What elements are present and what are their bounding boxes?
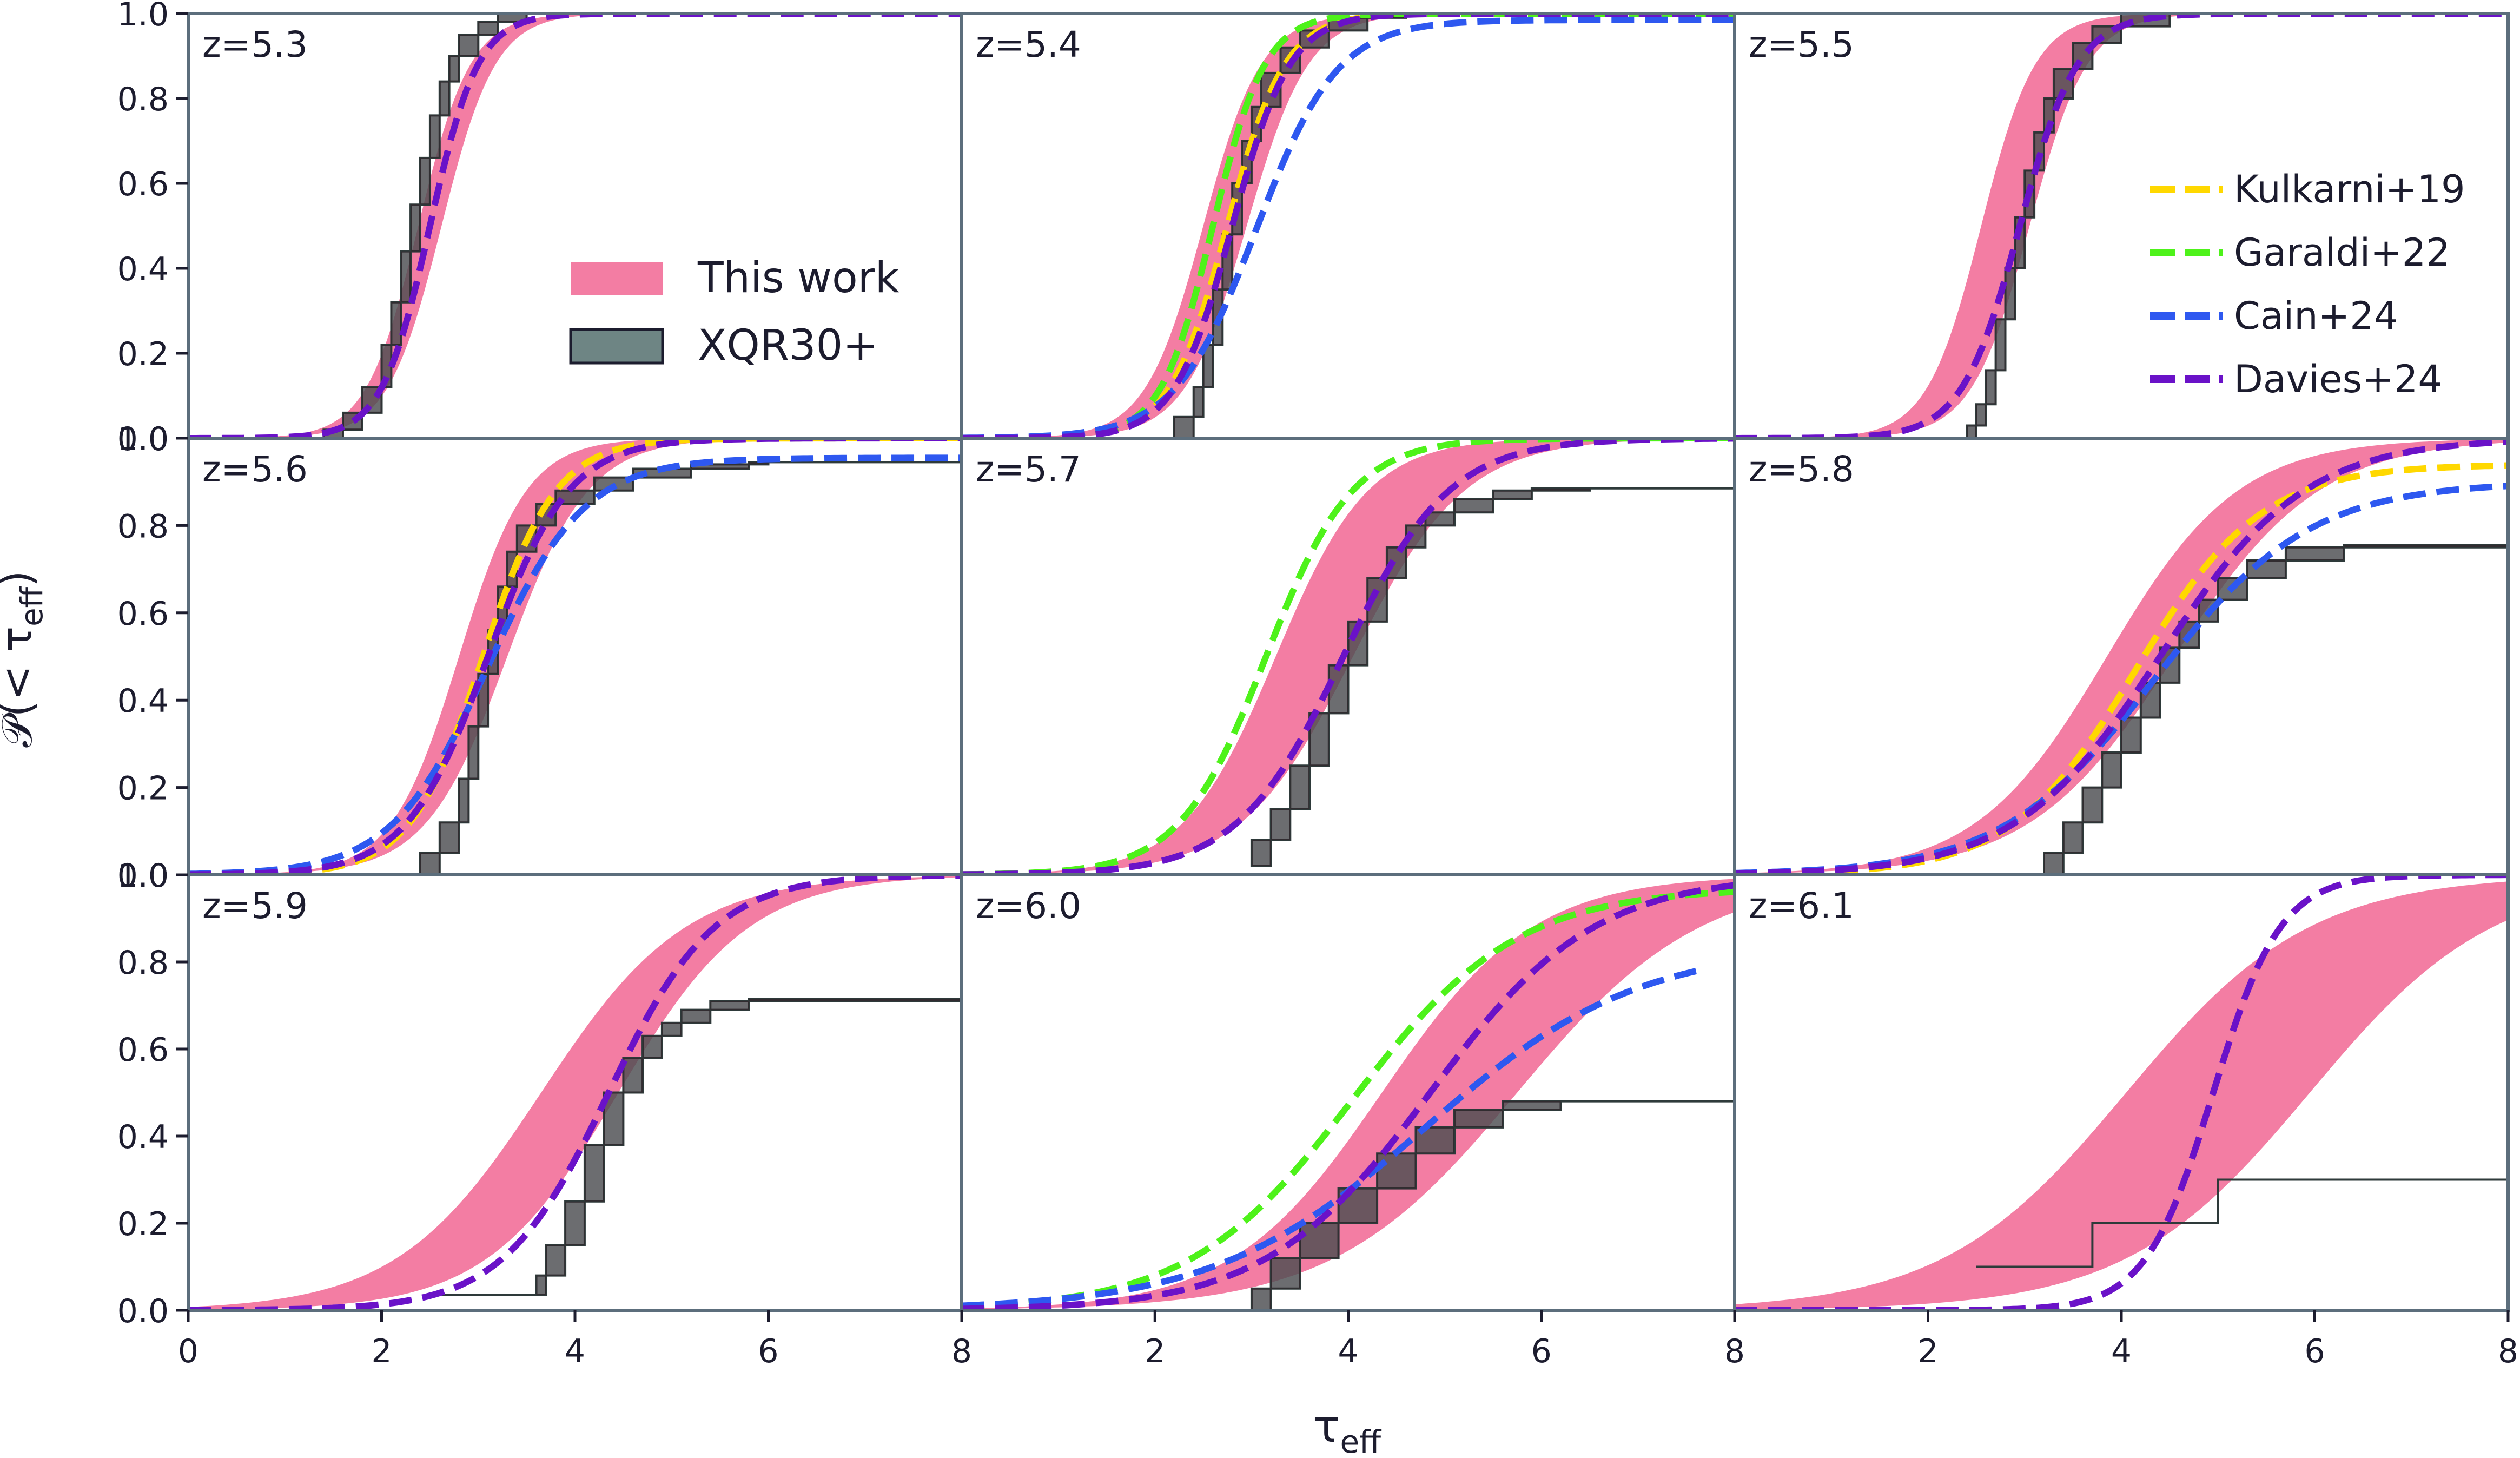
kulkarni-curve: [962, 14, 1735, 438]
x-tick-label: 2: [371, 1332, 392, 1370]
panel-label: z=5.3: [202, 24, 308, 65]
this-work-band: [188, 14, 962, 438]
davies-curve: [1735, 438, 2508, 875]
y-tick-label: 0.8: [117, 81, 169, 118]
panel-z-5-9: z=5.9: [187, 873, 963, 1312]
xqr30-band: [1966, 14, 2305, 438]
davies-curve: [962, 882, 1735, 1310]
cain-curve: [1735, 483, 2508, 875]
cain-curve: [962, 968, 1697, 1309]
y-tick-label: 1.0: [117, 420, 169, 458]
panel-z-6-1: z=6.1: [1733, 873, 2510, 1312]
y-tick-label: 0.0: [117, 857, 169, 895]
panel-label: z=5.8: [1749, 448, 1854, 490]
x-tick-label: 4: [1338, 1332, 1358, 1370]
davies-curve: [962, 438, 1735, 875]
garaldi-curve: [962, 888, 1735, 1310]
xqr30-band: [1173, 14, 1522, 438]
y-tick-label: 0.8: [117, 507, 169, 545]
garaldi-legend-label: Garaldi+22: [2234, 230, 2450, 275]
x-tick-label: 4: [2111, 1332, 2132, 1370]
x-tick-label: 6: [758, 1332, 778, 1370]
x-tick-label: 0: [178, 1332, 199, 1370]
x-tick-label: 8: [951, 1332, 972, 1370]
this-work-band: [962, 879, 1735, 1310]
y-tick-label: 0.4: [117, 682, 169, 720]
garaldi-curve: [962, 14, 1735, 438]
panel-z-5-7: z=5.7: [960, 437, 1736, 876]
y-tick-label: 0.8: [117, 944, 169, 982]
panel-label: z=6.0: [976, 885, 1081, 927]
panel-z-5-3: z=5.3: [187, 12, 963, 440]
this_work-legend-label: This work: [697, 254, 899, 302]
x-tick-label: 4: [565, 1332, 585, 1370]
xqr30-band: [429, 998, 962, 1296]
panel-label: z=5.7: [976, 448, 1081, 490]
xqr30-overlap: [1251, 488, 1735, 866]
panel-frame: [960, 12, 1736, 440]
legend-this-work-xqr30: This work XQR30+: [569, 254, 899, 370]
kulkarni-curve: [1735, 462, 2508, 875]
y-tick-label: 0.2: [117, 335, 169, 373]
this-work-band: [1735, 439, 2508, 874]
xqr30-legend-label: XQR30+: [698, 321, 878, 370]
y-tick-label: 0.4: [117, 250, 169, 288]
y-tick-label: 0.2: [117, 770, 169, 808]
y-tick-label: 1.0: [117, 857, 169, 895]
panel-label: z=5.4: [976, 24, 1081, 65]
x-tick-label: 8: [2498, 1332, 2518, 1370]
cain-curve: [188, 454, 962, 875]
xqr30-overlap: [323, 14, 769, 438]
y-tick-label: 0.2: [117, 1205, 169, 1243]
xqr30-band: [1250, 487, 1735, 867]
this-work-band: [188, 876, 962, 1310]
y-tick-label: 0.0: [117, 420, 169, 458]
x-axis-title: τeff: [1313, 1400, 1382, 1458]
y-tick-label: 1.0: [117, 0, 169, 34]
davies-curve: [188, 14, 962, 438]
davies-curve: [1735, 14, 2508, 438]
panel-z-6-0: z=6.0: [960, 873, 1736, 1312]
y-axis-title: 𝒫(< τeff): [0, 570, 50, 747]
davies-curve: [962, 14, 1735, 438]
x-tick-label: 8: [1724, 1332, 1745, 1370]
y-tick-label: 0.6: [117, 166, 169, 203]
xqr30-band: [322, 14, 769, 438]
x-tick-label: 2: [1145, 1332, 1165, 1370]
davies-curve: [188, 875, 962, 1310]
panel-z-5-4: z=5.4: [960, 12, 1736, 440]
cain-curve: [962, 16, 1735, 438]
xqr30-overlap: [1251, 1101, 1735, 1310]
this-work-band: [962, 14, 1735, 438]
davies-curve: [1735, 875, 2508, 1310]
panel-z-5-8: z=5.8: [1733, 437, 2510, 876]
panel-label: z=5.9: [202, 885, 308, 927]
x-tick-label: 6: [2304, 1332, 2325, 1370]
kulkarni-legend-label: Kulkarni+19: [2234, 167, 2465, 212]
x-tick-label: 6: [1531, 1332, 1552, 1370]
davies-legend-label: Davies+24: [2234, 357, 2442, 401]
y-tick-label: 0.6: [117, 595, 169, 633]
xqr30-overlap: [1967, 14, 2305, 438]
panel-frame: [187, 12, 963, 440]
y-tick-label: 0.4: [117, 1118, 169, 1156]
panel-label: z=5.6: [202, 448, 308, 490]
panel-z-5-6: z=5.6: [187, 437, 963, 876]
legend-layer: This work XQR30+ Kulkarni+19 Garaldi+22 Cain…: [569, 167, 2465, 401]
legend-models: Kulkarni+19 Garaldi+22 Cain+24 Davies+24: [2150, 167, 2465, 401]
axes-layer: 0.00.20.40.60.81.00.00.20.40.60.81.00.00…: [117, 0, 2519, 1370]
y-tick-label: 0.6: [117, 1031, 169, 1069]
xqr30-band: [1976, 1178, 2508, 1268]
panel-label: z=6.1: [1749, 885, 1854, 927]
xqr30-legend-swatch: [569, 328, 664, 365]
panels-layer: z=5.3 z=5.4 z=5.5 z=5.6 z=5.7 z=5.8 z=5.9 z=6.0…: [187, 12, 2510, 1312]
xqr30-band: [2043, 544, 2508, 875]
panel-label: z=5.5: [1749, 24, 1854, 65]
this-work-band: [1735, 881, 2508, 1310]
cain-legend-label: Cain+24: [2234, 294, 2398, 338]
y-tick-label: 0.0: [117, 1292, 169, 1330]
this_work-legend-swatch: [571, 262, 663, 295]
x-tick-label: 2: [1917, 1332, 1938, 1370]
